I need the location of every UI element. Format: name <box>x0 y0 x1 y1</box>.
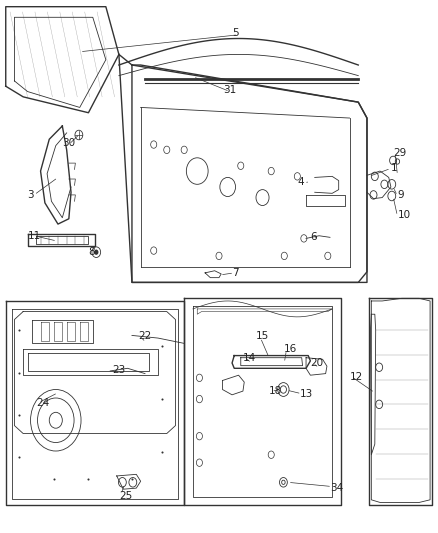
Text: 22: 22 <box>138 332 152 342</box>
Text: 29: 29 <box>393 148 406 158</box>
Text: 25: 25 <box>119 490 132 500</box>
Text: 11: 11 <box>28 231 41 241</box>
Text: 3: 3 <box>28 190 34 200</box>
Text: 13: 13 <box>300 389 313 399</box>
Circle shape <box>94 249 99 255</box>
Text: 34: 34 <box>330 482 343 492</box>
Text: 1: 1 <box>391 164 398 173</box>
Text: 31: 31 <box>223 85 237 95</box>
Text: 30: 30 <box>62 139 75 149</box>
Text: 7: 7 <box>232 268 239 278</box>
Text: 14: 14 <box>243 353 256 362</box>
Text: 12: 12 <box>350 372 363 382</box>
Text: 20: 20 <box>311 358 324 368</box>
Text: 15: 15 <box>256 332 269 342</box>
Text: 23: 23 <box>113 365 126 375</box>
Text: 8: 8 <box>88 247 95 257</box>
Text: 5: 5 <box>232 28 239 38</box>
Text: 10: 10 <box>397 210 410 220</box>
Text: 9: 9 <box>397 190 404 200</box>
Text: 18: 18 <box>269 386 283 396</box>
Text: 24: 24 <box>36 398 49 408</box>
Text: 4: 4 <box>297 176 304 187</box>
Text: 16: 16 <box>284 344 297 354</box>
Text: 6: 6 <box>311 232 317 243</box>
